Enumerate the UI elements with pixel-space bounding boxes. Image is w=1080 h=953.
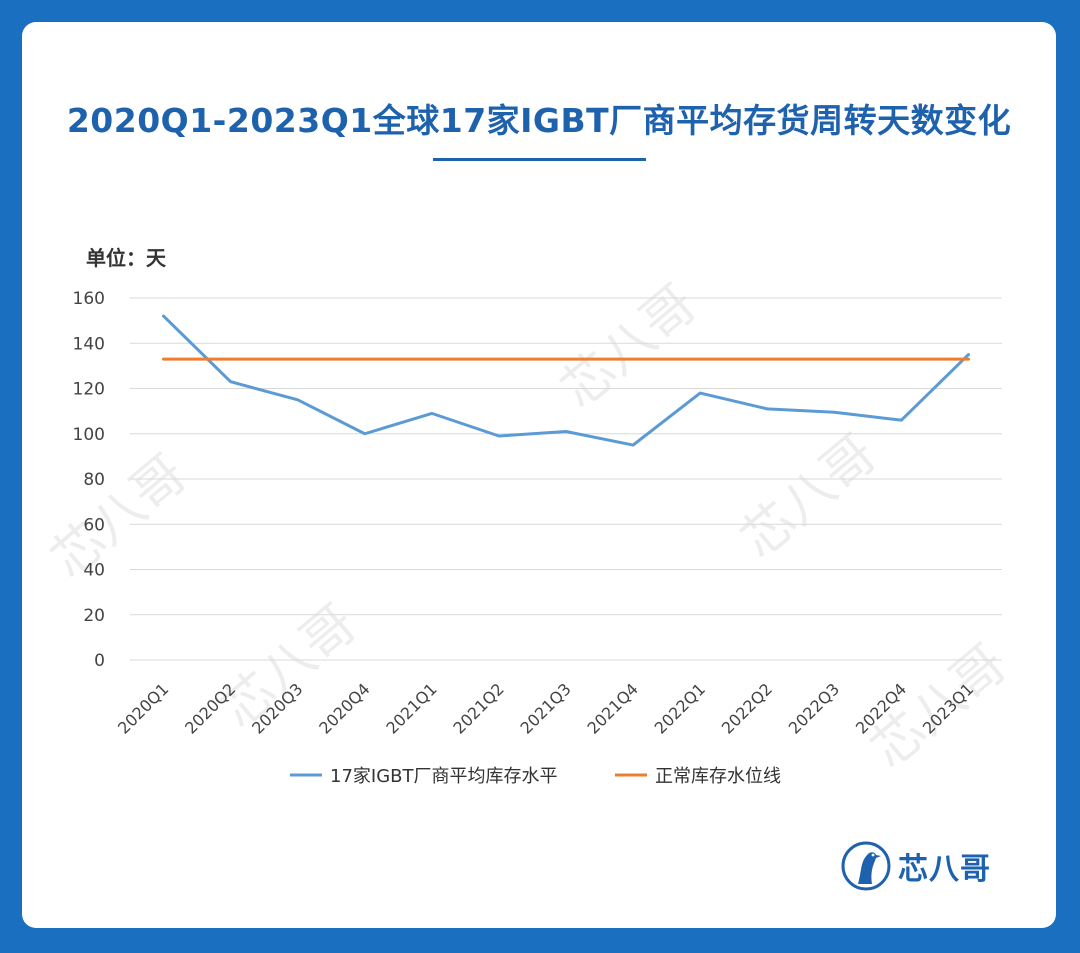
y-tick-label: 0 [94,651,105,671]
legend-label: 17家IGBT厂商平均库存水平 [330,766,558,787]
x-tick-label: 2021Q4 [584,679,642,737]
x-tick-label: 2020Q4 [315,679,373,737]
watermark-text: 芯八哥 [40,444,198,590]
x-tick-label: 2022Q1 [651,679,709,737]
x-tick-label: 2022Q3 [785,679,843,737]
y-tick-label: 80 [83,470,105,490]
chart-title: 2020Q1-2023Q1全球17家IGBT厂商平均存货周转天数变化 [66,101,1012,140]
x-tick-label: 2021Q1 [382,679,440,737]
y-tick-label: 40 [83,561,105,581]
chart-card: 2020Q1-2023Q1全球17家IGBT厂商平均存货周转天数变化 单位：天 [22,22,1056,928]
unit-label: 单位：天 [86,246,166,270]
title-underline [433,158,646,161]
legend-label: 正常库存水位线 [655,766,781,787]
brand-logo: 芯八哥 [840,836,991,896]
watermark-text: 芯八哥 [730,424,888,570]
x-tick-label: 2021Q3 [516,679,574,737]
y-tick-label: 140 [73,334,105,354]
bird-logo-icon [841,841,891,891]
x-tick-label: 2022Q2 [718,679,776,737]
x-tick-label: 2020Q1 [114,679,172,737]
watermark-text: 芯八哥 [550,274,708,420]
y-tick-label: 60 [83,515,105,535]
brand-name: 芯八哥 [898,852,991,887]
y-tick-label: 100 [73,425,105,445]
x-tick-label: 2021Q2 [449,679,507,737]
y-tick-label: 20 [83,606,105,626]
y-tick-label: 120 [73,380,105,400]
y-tick-label: 160 [73,289,105,309]
